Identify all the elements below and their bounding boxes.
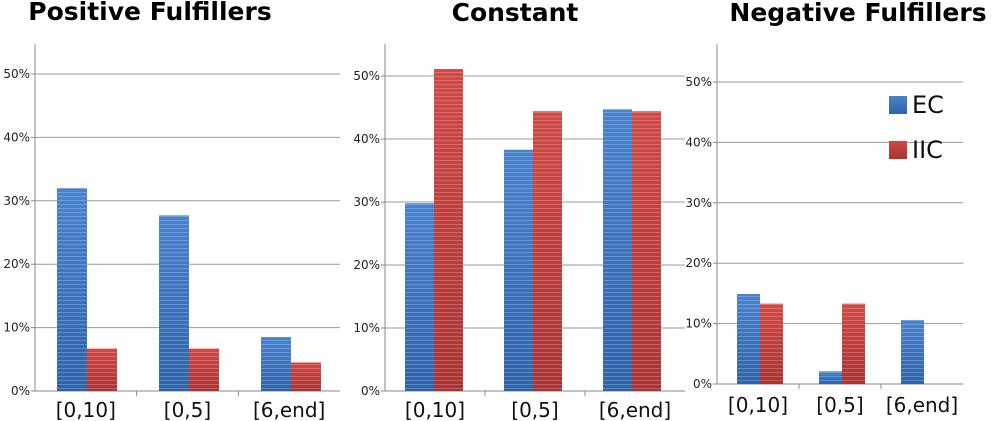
y-tick-label: 10% (685, 317, 712, 331)
bar-texture (159, 215, 189, 391)
bar-texture (760, 303, 783, 384)
y-tick-label: 30% (353, 195, 380, 209)
chart-panel-2: Constant 0% 10% 20% 30% 40% 50% [0,10] [0,5] [6,e… (353, 0, 685, 421)
bar-texture (405, 203, 434, 391)
y-tick-label: 10% (3, 321, 30, 335)
y-tick-label: 0% (361, 384, 380, 398)
bar-texture (737, 294, 760, 384)
y-tick-label: 30% (685, 196, 712, 210)
bar-texture (87, 348, 117, 391)
legend-label-ec: EC (912, 91, 944, 119)
x-tick-label: [0,10] (56, 398, 116, 421)
y-tick-label: 40% (353, 132, 380, 146)
x-tick-label: [0,5] (511, 398, 558, 421)
bar-texture (842, 303, 865, 384)
y-tick-label: 20% (353, 258, 380, 272)
y-tick-label: 0% (11, 384, 30, 398)
legend: EC IIC (889, 91, 944, 164)
y-tick-label: 20% (685, 256, 712, 270)
chart-panel-1: Positive Fulfillers 0% 10% 20% 30% 40% 50% [0,1… (3, 0, 340, 421)
y-tick-label: 10% (353, 321, 380, 335)
bar-texture (632, 111, 661, 391)
y-tick-label: 20% (3, 257, 30, 271)
y-tick-label: 50% (3, 67, 30, 81)
y-tick-label: 40% (685, 135, 712, 149)
y-tick-label: 40% (3, 130, 30, 144)
x-tick-label: [6,end] (886, 393, 958, 417)
y-tick-label: 0% (693, 377, 712, 391)
legend-swatch-iic (889, 141, 907, 159)
x-tick-label: [6,end] (253, 398, 325, 421)
legend-label-iic: IIC (912, 136, 943, 164)
x-tick-label: [0,10] (728, 393, 788, 417)
chart-title: Positive Fulfillers (28, 0, 271, 26)
legend-swatch-ec (889, 96, 907, 114)
bar-texture (504, 149, 533, 391)
bar-texture (533, 111, 562, 391)
x-tick-label: [6,end] (599, 398, 671, 421)
chart-title: Constant (452, 0, 579, 27)
y-tick-label: 50% (685, 75, 712, 89)
y-tick-label: 30% (3, 194, 30, 208)
x-tick-label: [0,5] (164, 398, 211, 421)
x-tick-label: [0,5] (816, 393, 863, 417)
bar-texture (291, 362, 321, 391)
chart-panel-3: Negative Fulfillers 0% 10% 20% 30% 40% 50% [0,1… (685, 0, 986, 417)
bar-texture (261, 337, 291, 391)
bar-texture (819, 371, 842, 384)
bar-texture (901, 319, 924, 384)
bar-texture (603, 109, 632, 391)
bar-texture (434, 69, 463, 391)
y-tick-label: 50% (353, 69, 380, 83)
bar-texture (57, 188, 87, 391)
x-tick-label: [0,10] (405, 398, 465, 421)
bar-texture (189, 348, 219, 391)
chart-title: Negative Fulfillers (729, 0, 986, 27)
